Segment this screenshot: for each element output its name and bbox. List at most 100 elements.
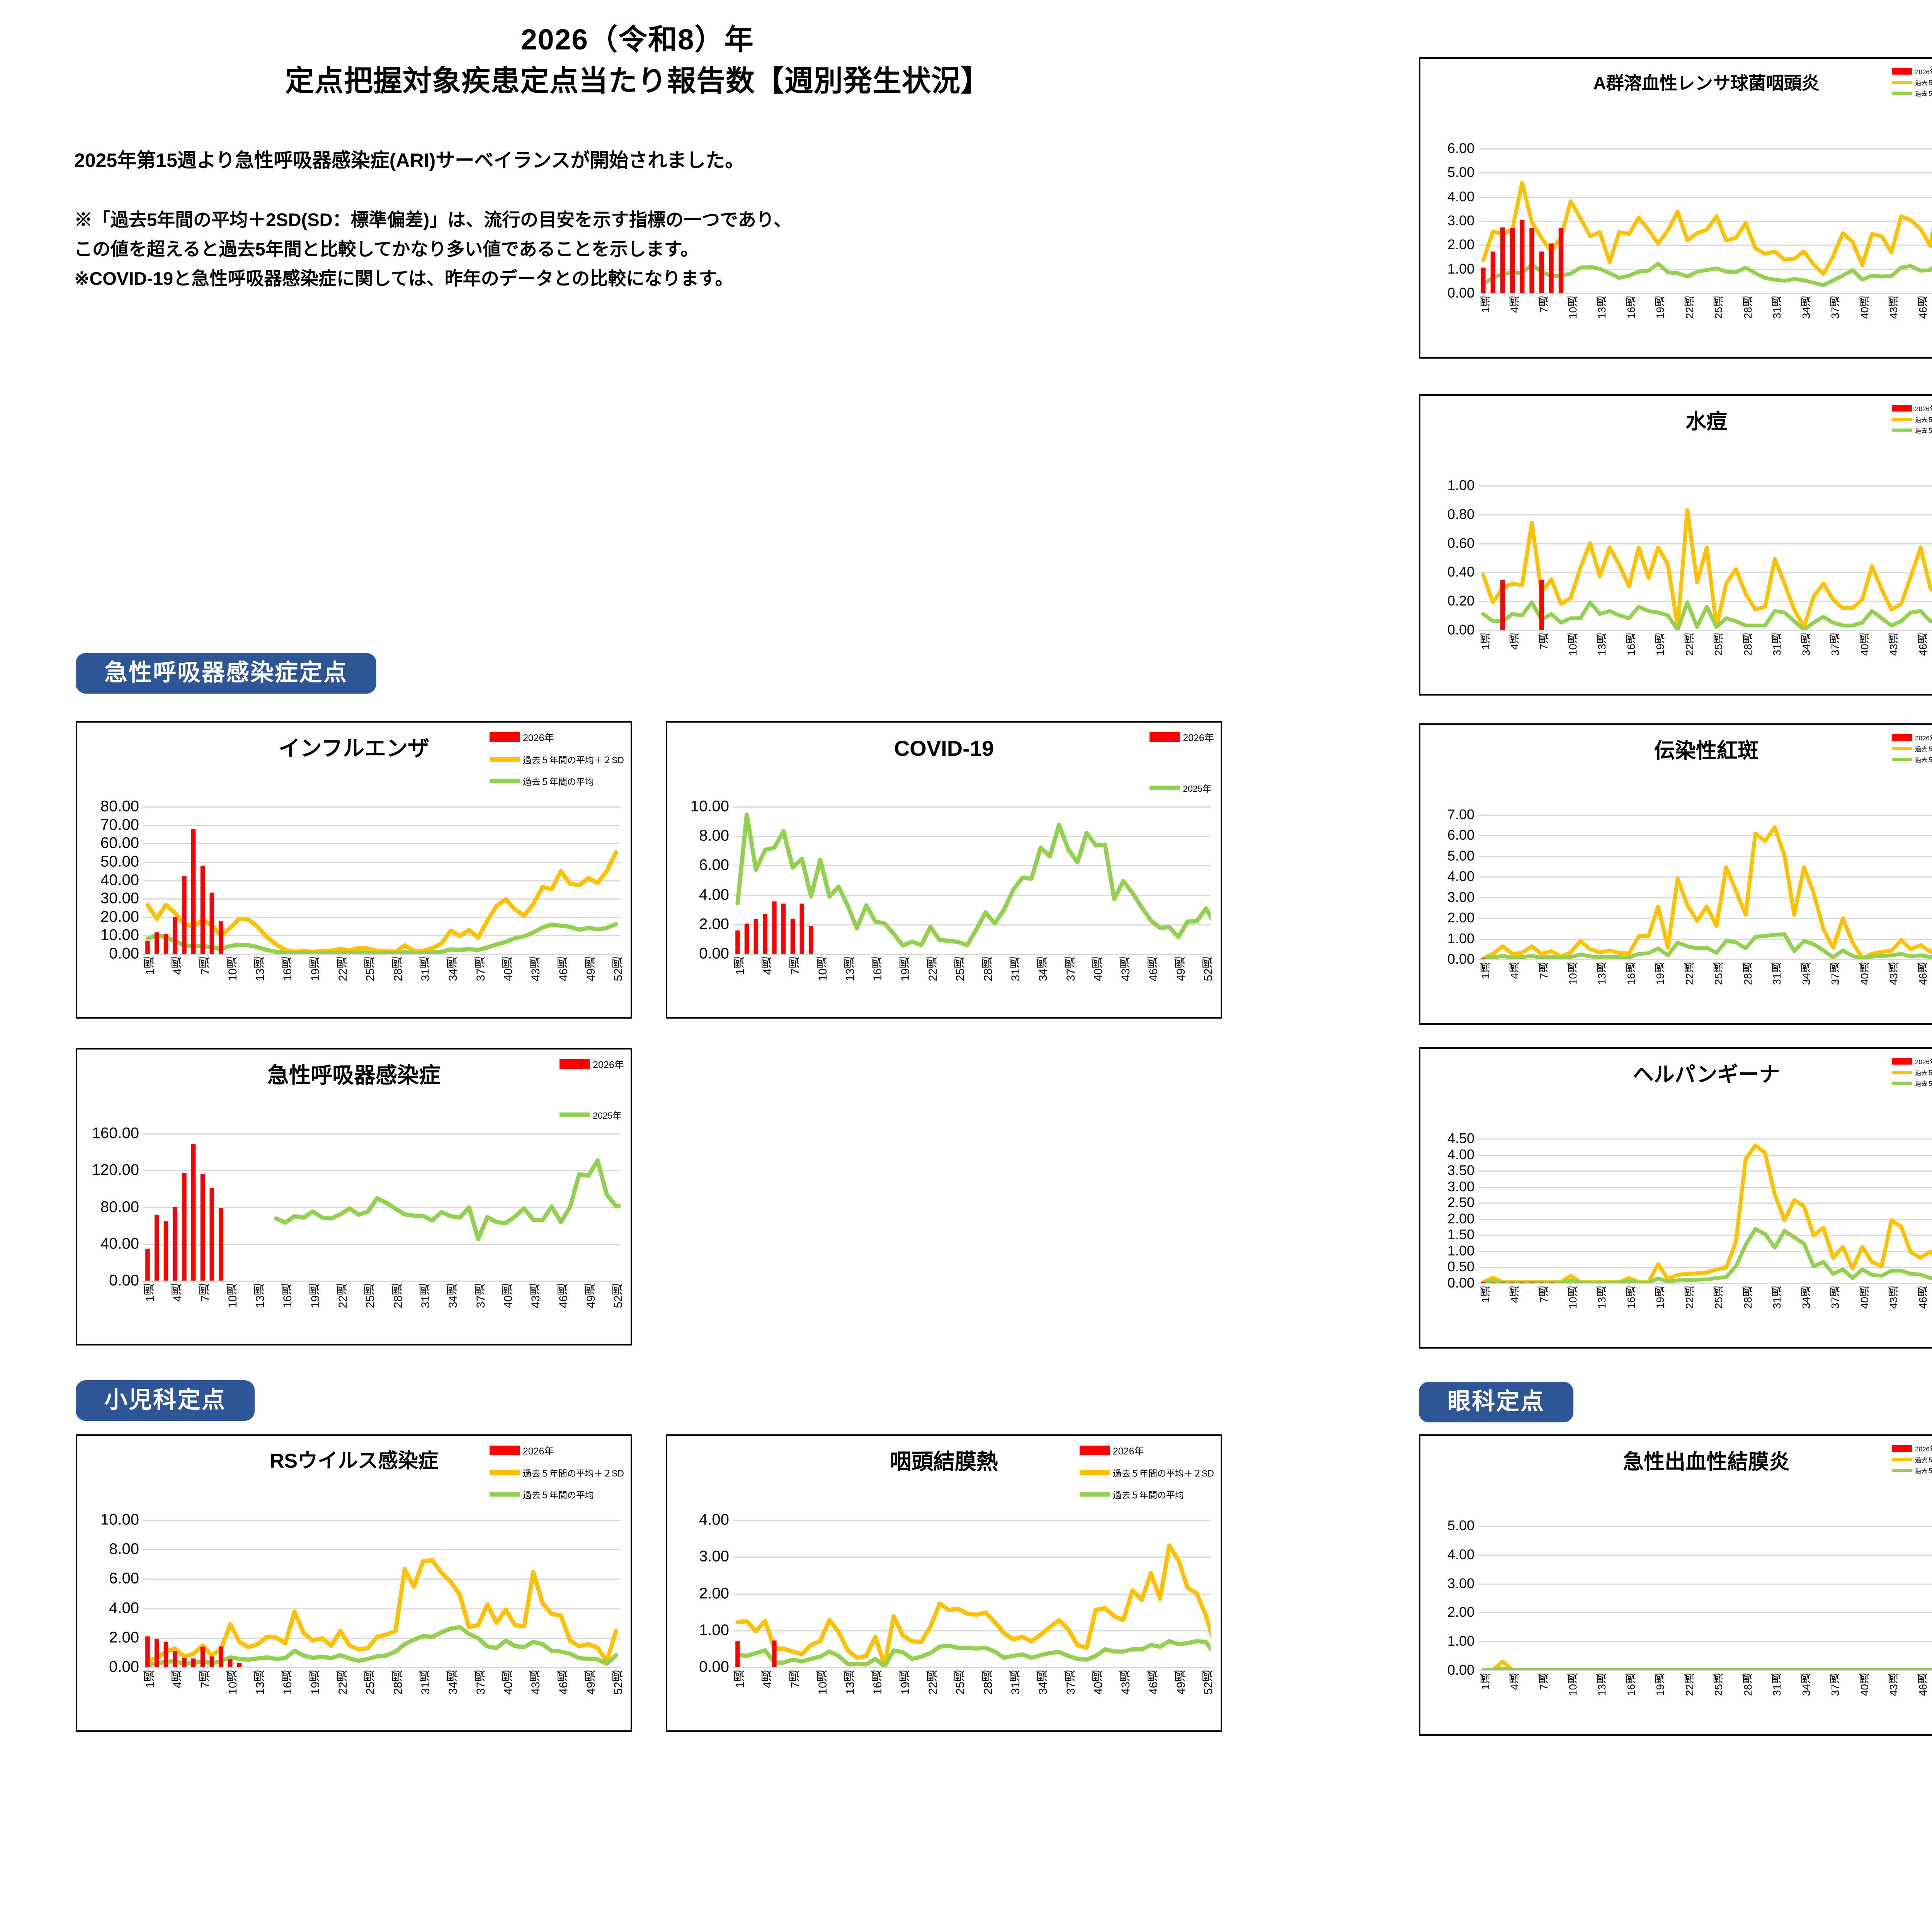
- legend-swatch-line: [1892, 429, 1912, 432]
- gridline: [143, 806, 621, 808]
- note-line-1: ※「過去5年間の平均＋2SD(SD：標準偏差)」は、流行の目安を示す指標の一つで…: [74, 209, 792, 230]
- x-axis-labels: 1週 4週 7週 10週 13週 16週 19週 22週 25週 28週 31週 34週 37週 40週 4…: [1478, 962, 1932, 1022]
- x-axis-tick-label: 10週: [1566, 296, 1579, 319]
- gridline: [733, 865, 1211, 867]
- x-axis-tick-label: 25週: [1713, 962, 1725, 985]
- x-axis-tick-label: 34週: [447, 1284, 460, 1308]
- legend-label: 過去５年間の平均: [522, 1490, 594, 1500]
- gridline: [143, 954, 621, 955]
- series-bar: [154, 1214, 159, 1281]
- x-axis-tick-label: 49週: [1174, 1670, 1187, 1695]
- x-axis-tick-label: 25週: [954, 1670, 967, 1695]
- x-axis-tick-label: 7週: [1537, 1673, 1550, 1690]
- note-line-2: この値を超えると過去5年間と比較してかなり多い値であることを示します。: [74, 238, 699, 259]
- x-axis-tick-label: 25週: [364, 1670, 377, 1695]
- gridline: [1478, 1641, 1932, 1643]
- x-axis-tick-label: 31週: [1009, 957, 1022, 981]
- legend-swatch-line: [1892, 1458, 1912, 1461]
- legend-item-mean-2sd: 過去５年間の平均＋２SD: [1892, 1455, 1932, 1464]
- x-axis-tick-label: 16週: [1625, 1673, 1637, 1696]
- legend-label: 過去５年間の平均＋２SD: [1112, 1468, 1214, 1478]
- x-axis-tick-label: 25週: [1713, 633, 1725, 656]
- x-axis-tick-label: 28週: [981, 1670, 995, 1695]
- legend-swatch-line: [560, 1112, 590, 1117]
- chart-series-layer: [1481, 1659, 1932, 1670]
- legend-label: 2026年: [593, 1059, 624, 1070]
- series-bar: [219, 1646, 223, 1667]
- x-axis-tick-label: 16週: [1625, 962, 1637, 985]
- legend-label: 2026年: [1915, 735, 1932, 742]
- left-column: 2026（令和8）年 定点把握対象疾患定点当たり報告数【週別発生状況】 2025…: [74, 23, 1222, 1732]
- x-axis-tick-label: 43週: [1888, 633, 1900, 656]
- x-axis-tick-label: 22週: [337, 957, 350, 981]
- x-axis-tick-label: 13週: [844, 1670, 857, 1695]
- x-axis-tick-label: 10週: [226, 1284, 239, 1308]
- x-axis-labels: 1週 4週 7週 10週 13週 16週 19週 22週 25週 28週 31週 34週 37週 40週 4…: [1478, 1673, 1932, 1733]
- y-axis-tick-label: 2.00: [1447, 1604, 1475, 1620]
- series-bar: [182, 876, 187, 954]
- gridline: [1478, 815, 1932, 816]
- x-axis-tick-label: 37週: [1064, 1670, 1077, 1695]
- legend-swatch-line: [489, 1470, 520, 1475]
- x-axis-tick-label: 16週: [281, 957, 294, 981]
- gridline: [733, 1520, 1211, 1521]
- x-axis-tick-label: 28週: [391, 957, 405, 981]
- x-axis-tick-label: 46週: [1917, 962, 1929, 985]
- x-axis-tick-label: 46週: [1147, 1670, 1160, 1695]
- y-axis-labels: 0.00 40.00 80.00 120.00 160.00: [77, 1125, 139, 1289]
- legend-label: 過去５年間の平均: [1915, 91, 1932, 98]
- x-axis-tick-label: 22週: [1683, 633, 1696, 656]
- y-axis-tick-label: 70.00: [100, 816, 139, 833]
- gridline: [733, 895, 1211, 896]
- x-axis-tick-label: 22週: [927, 957, 940, 981]
- y-axis-tick-label: 1.00: [1447, 1633, 1475, 1649]
- chart-title: A群溶血性レンサ球菌咽頭炎: [1593, 73, 1820, 93]
- plot-area: [1478, 148, 1932, 294]
- x-axis-tick-label: 16週: [281, 1670, 294, 1695]
- y-axis-tick-label: 2.00: [1447, 1210, 1475, 1226]
- x-axis-tick-label: 40週: [1858, 1286, 1871, 1309]
- series-bar: [1481, 958, 1486, 959]
- x-axis-tick-label: 43週: [529, 1670, 543, 1695]
- x-axis-tick-label: 19週: [309, 957, 322, 981]
- x-axis-tick-label: 31週: [1771, 962, 1783, 985]
- x-axis-tick-label: 7週: [199, 1284, 212, 1302]
- x-axis-tick-label: 28週: [1742, 633, 1754, 656]
- gridline: [1478, 1235, 1932, 1236]
- x-axis-tick-label: 37週: [474, 1670, 487, 1695]
- chart-legend: 2026年過去５年間の平均＋２SD 過去５年間の平均: [489, 730, 624, 788]
- y-axis-tick-label: 10.00: [100, 926, 139, 944]
- gridline: [1478, 1267, 1932, 1268]
- y-axis-tick-label: 4.00: [1447, 1146, 1475, 1162]
- gridline: [1478, 1170, 1932, 1172]
- legend-item-2026: 2026年: [1892, 1444, 1932, 1453]
- y-axis-labels: 0.00 10.00 20.00 30.00 40.00 50.00 60.00 70.00 8…: [77, 798, 139, 962]
- chart-rs-virus: RSウイルス感染症 2026年 過去５年間の平均＋２SD 過去５年間の平均 0.00 2.…: [76, 1434, 632, 1732]
- x-axis-tick-label: 28週: [1742, 962, 1754, 985]
- y-axis-tick-label: 8.00: [699, 827, 729, 844]
- series-bar: [1510, 228, 1515, 293]
- x-axis-tick-label: 37週: [1064, 957, 1077, 981]
- x-axis-tick-label: 31週: [419, 957, 432, 981]
- gridline: [1478, 514, 1932, 515]
- chart-legend: 2026年 2025年: [560, 1057, 624, 1121]
- y-axis-tick-label: 50.00: [100, 853, 139, 870]
- legend-swatch-line: [1892, 92, 1912, 95]
- gridline: [1478, 1250, 1932, 1252]
- x-axis-tick-label: 10週: [226, 1670, 239, 1695]
- legend-item-mean-2sd: 過去５年間の平均＋２SD: [1892, 1068, 1932, 1077]
- gridline: [143, 1667, 621, 1668]
- x-axis-labels: 1週 4週 7週 10週 13週 16週 19週 22週 25週 28週 31週 34週 37週 40週 4…: [1478, 633, 1932, 693]
- series-bar: [209, 1656, 214, 1667]
- x-axis-tick-label: 25週: [364, 957, 377, 981]
- gridline: [1478, 543, 1932, 544]
- x-axis-tick-label: 13週: [254, 1284, 267, 1308]
- series-line: [1481, 1227, 1932, 1283]
- y-axis-tick-label: 2.00: [699, 915, 729, 933]
- series-bar: [1481, 1282, 1486, 1283]
- series-bar: [209, 892, 214, 954]
- y-axis-tick-label: 1.00: [699, 1621, 729, 1639]
- legend-label: 2026年: [1915, 68, 1932, 76]
- x-axis-tick-label: 7週: [789, 957, 802, 975]
- x-axis-tick-label: 19週: [899, 957, 912, 981]
